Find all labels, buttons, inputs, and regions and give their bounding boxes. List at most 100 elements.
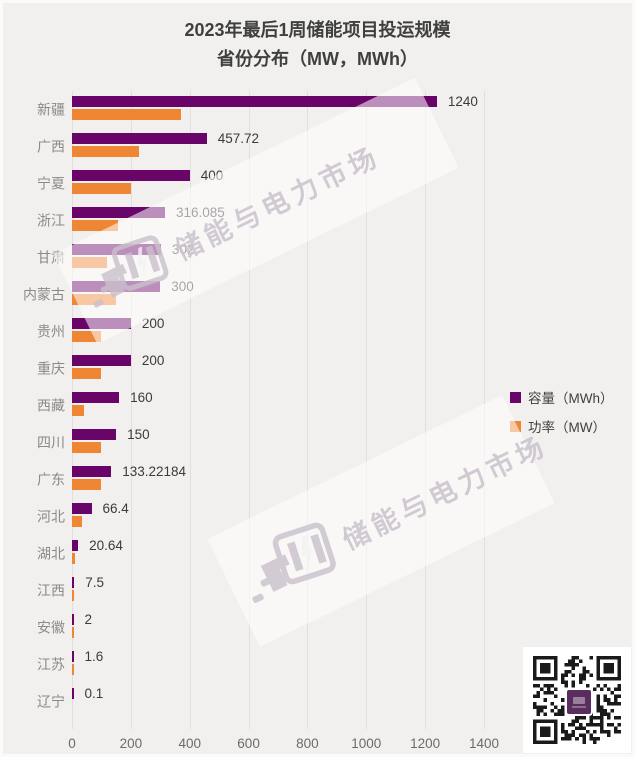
bar-row: 西藏 160 xyxy=(3,389,632,426)
x-axis-tick-label: 1000 xyxy=(351,736,382,751)
gridline xyxy=(189,91,191,729)
value-label: 66.4 xyxy=(102,501,129,516)
power-bar xyxy=(72,331,102,342)
bar-row: 重庆 200 xyxy=(3,352,632,389)
power-bar xyxy=(72,109,181,120)
bar-row: 河北 66.4 xyxy=(3,500,632,537)
x-axis-tick-label: 0 xyxy=(68,736,76,751)
category-label: 广西 xyxy=(37,138,65,155)
bar-row: 甘肃 302 xyxy=(3,241,632,278)
capacity-bar xyxy=(72,281,161,292)
capacity-bar xyxy=(72,244,161,255)
chart-title: 2023年最后1周储能项目投运规模 省份分布（MW，MWh） xyxy=(3,16,632,74)
wechat-qr-card xyxy=(523,647,631,753)
chart-title-line2: 省份分布（MW，MWh） xyxy=(217,48,418,69)
category-label: 安徽 xyxy=(37,619,65,636)
capacity-bar xyxy=(72,540,79,551)
capacity-bar xyxy=(72,355,131,366)
value-label: 1.6 xyxy=(84,649,104,664)
value-label: 200 xyxy=(141,316,165,331)
category-label: 河北 xyxy=(37,508,65,525)
qr-center-logo-icon xyxy=(565,688,593,716)
power-bar xyxy=(72,479,102,490)
value-label: 457.72 xyxy=(217,131,259,146)
legend-power-label: 功率（MW） xyxy=(528,420,606,435)
value-label: 1240 xyxy=(447,94,478,109)
bar-row: 辽宁 0.1 xyxy=(3,685,632,722)
category-label: 西藏 xyxy=(37,397,65,414)
value-label: 7.5 xyxy=(85,575,104,590)
power-swatch-icon xyxy=(510,420,521,432)
value-label: 150 xyxy=(127,427,150,442)
capacity-bar xyxy=(72,503,92,514)
capacity-swatch-icon xyxy=(510,391,521,403)
category-label: 江西 xyxy=(37,582,65,599)
capacity-bar xyxy=(72,207,166,218)
value-label: 133.22184 xyxy=(122,464,187,479)
category-label: 宁夏 xyxy=(37,175,65,192)
capacity-bar xyxy=(72,466,112,477)
power-bar xyxy=(72,405,84,416)
x-axis-tick-label: 1400 xyxy=(468,736,500,751)
x-axis-tick-label: 400 xyxy=(178,736,201,751)
category-label: 江苏 xyxy=(37,656,65,673)
bar-row: 江苏 1.6 xyxy=(3,648,632,685)
x-axis-tick-label: 600 xyxy=(237,736,260,751)
value-label: 200 xyxy=(141,353,165,368)
power-bar xyxy=(72,516,82,527)
capacity-bar xyxy=(72,688,74,699)
capacity-bar xyxy=(72,96,437,107)
category-label: 广东 xyxy=(37,471,65,488)
power-bar xyxy=(72,368,102,379)
category-label: 重庆 xyxy=(37,360,65,377)
bar-row: 浙江 316.085 xyxy=(3,204,632,241)
x-axis-tick-label: 200 xyxy=(119,736,143,751)
value-label: 0.1 xyxy=(84,686,104,701)
bar-row: 宁夏 400 xyxy=(3,167,632,204)
capacity-bar xyxy=(72,651,74,662)
capacity-bar xyxy=(72,392,120,403)
power-bar xyxy=(72,664,74,675)
value-label: 2 xyxy=(84,612,93,627)
legend-item-capacity: 容量（MWh） xyxy=(510,387,614,407)
power-bar xyxy=(72,553,75,564)
category-label: 新疆 xyxy=(37,101,65,118)
capacity-bar xyxy=(72,577,75,588)
bar-row: 广西 457.72 xyxy=(3,130,632,167)
category-label: 贵州 xyxy=(37,323,65,340)
legend-item-power: 功率（MW） xyxy=(510,416,614,436)
capacity-bar xyxy=(72,133,207,144)
bar-row: 贵州 200 xyxy=(3,315,632,352)
capacity-bar xyxy=(72,170,190,181)
bar-row: 广东 133.22184 xyxy=(3,463,632,500)
value-label: 302 xyxy=(171,242,195,257)
capacity-bar xyxy=(72,429,117,440)
power-bar xyxy=(72,257,108,268)
value-label: 400 xyxy=(200,168,224,183)
bar-row: 新疆 1240 xyxy=(3,93,632,130)
power-bar xyxy=(72,294,117,305)
category-label: 湖北 xyxy=(37,545,65,562)
bar-row: 内蒙古 300 xyxy=(3,278,632,315)
category-label: 浙江 xyxy=(37,212,65,229)
value-label: 300 xyxy=(171,279,194,294)
legend-capacity-label: 容量（MWh） xyxy=(528,391,614,406)
bar-row: 安徽 2 xyxy=(3,611,632,648)
capacity-bar xyxy=(72,614,74,625)
capacity-bar xyxy=(72,318,131,329)
gridline xyxy=(130,91,132,729)
value-label: 20.64 xyxy=(89,538,123,553)
value-label: 316.085 xyxy=(176,205,225,220)
x-axis-tick-label: 1200 xyxy=(410,736,441,751)
power-bar xyxy=(72,146,140,157)
power-bar xyxy=(72,627,74,638)
power-bar xyxy=(72,220,119,231)
category-label: 甘肃 xyxy=(37,249,65,266)
power-bar xyxy=(72,442,102,453)
bar-row: 四川 150 xyxy=(3,426,632,463)
power-bar xyxy=(72,590,74,601)
category-label: 内蒙古 xyxy=(23,286,65,303)
category-label: 四川 xyxy=(37,434,65,451)
x-axis-tick-label: 800 xyxy=(296,736,319,751)
